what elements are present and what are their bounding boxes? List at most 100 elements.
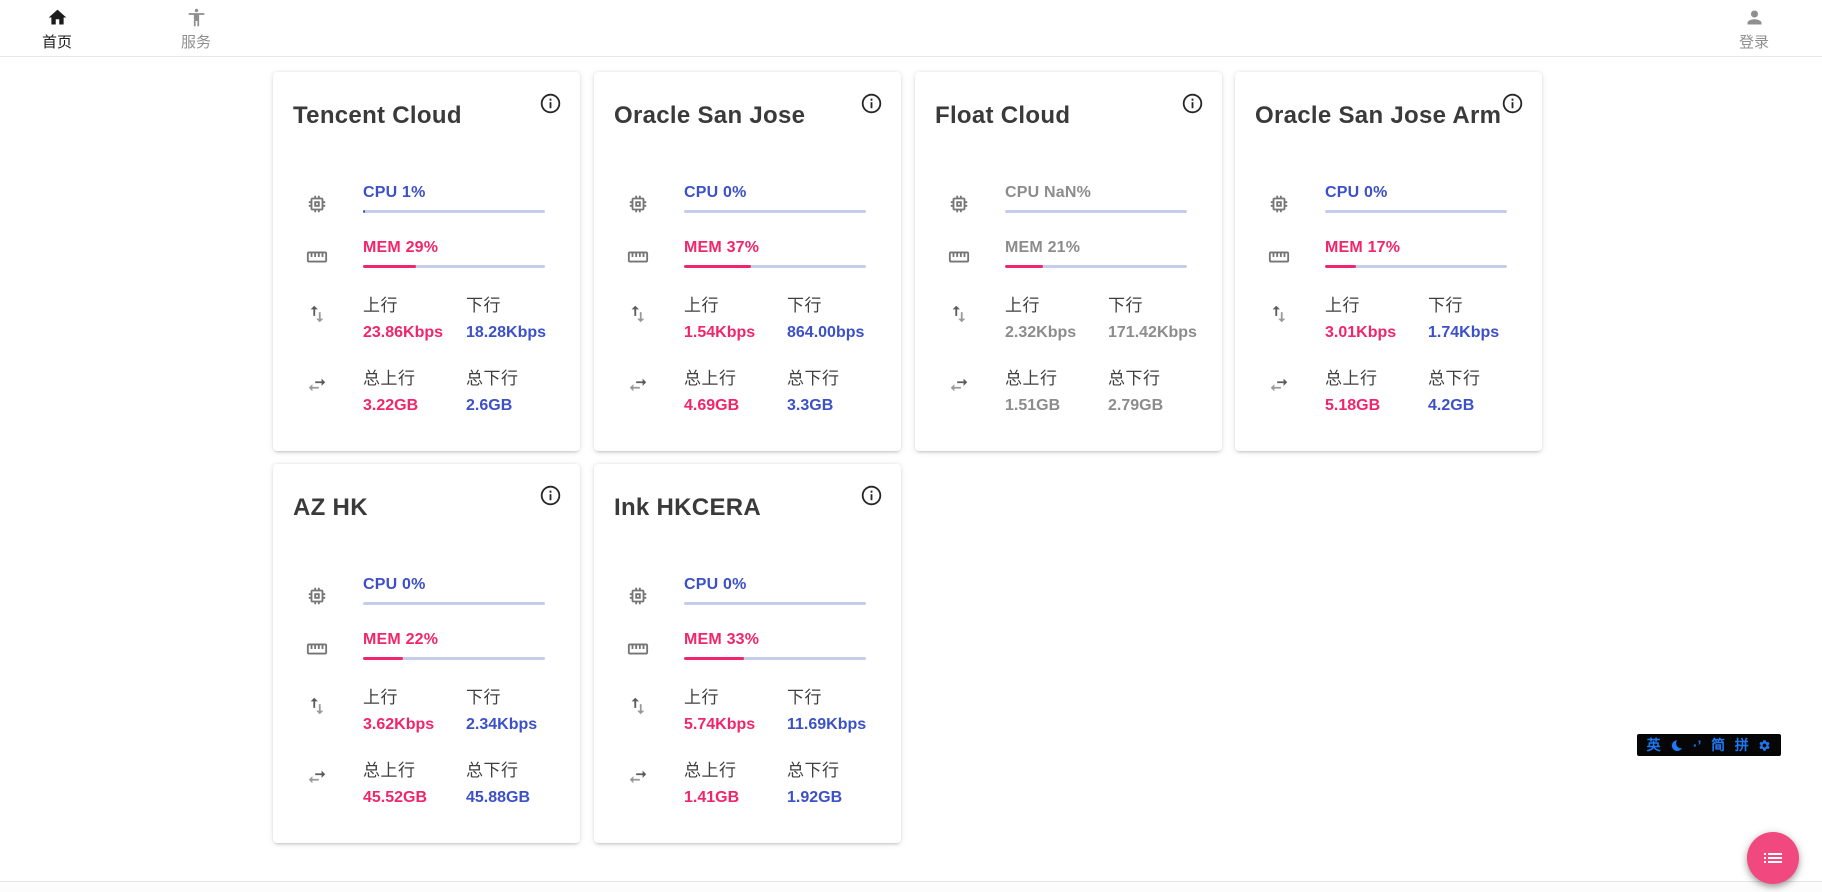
upload-label: 上行: [1005, 296, 1040, 315]
footer-divider: [0, 881, 1822, 882]
total-download: 45.88GB: [466, 789, 531, 806]
mem-progress-bar: [1005, 265, 1187, 268]
upload-speed: 5.74Kbps: [684, 716, 756, 733]
mem-progress-fill: [684, 265, 752, 268]
info-icon-button[interactable]: [539, 484, 562, 507]
mem-usage-label: MEM 17%: [1325, 239, 1401, 256]
swap-arrows-icon: [306, 766, 328, 788]
server-name: Oracle San Jose Arm: [1255, 102, 1502, 129]
person-icon: [1744, 7, 1765, 28]
moon-icon[interactable]: [1670, 738, 1683, 752]
info-icon: [860, 92, 883, 115]
total-upload: 3.22GB: [363, 397, 419, 414]
mem-usage-label: MEM 22%: [363, 631, 439, 648]
cpu-progress-bar: [363, 602, 545, 605]
total-download: 4.2GB: [1428, 397, 1475, 414]
server-card-tencent-cloud: Tencent Cloud CPU 1% MEM 29% 上行 23.86Kbps…: [273, 72, 580, 451]
mem-progress-bar: [363, 265, 545, 268]
total-upload-label: 总上行: [684, 761, 737, 780]
ime-status-bar: 英 ·’ 简 拼: [1637, 734, 1781, 756]
server-name: Oracle San Jose: [614, 102, 806, 129]
server-card-float-cloud: Float Cloud CPU NaN% MEM 21% 上行 2.32Kbps …: [915, 72, 1222, 451]
total-upload-label: 总上行: [684, 369, 737, 388]
mem-meter: MEM 17%: [1325, 239, 1507, 268]
cpu-usage-label: CPU 0%: [363, 576, 426, 593]
mem-progress-bar: [363, 657, 545, 660]
server-card-az-hk: AZ HK CPU 0% MEM 22% 上行 3.62Kbps 下行 2.34Kb…: [273, 464, 580, 843]
info-icon-button[interactable]: [1181, 92, 1204, 115]
info-icon-button[interactable]: [1501, 92, 1524, 115]
upload-speed: 3.62Kbps: [363, 716, 435, 733]
total-download-label: 总下行: [466, 761, 519, 780]
swap-arrows-icon: [948, 374, 970, 396]
cpu-meter: CPU 1%: [363, 184, 545, 213]
mem-meter: MEM 29%: [363, 239, 545, 268]
memory-ruler-icon: [1268, 246, 1290, 268]
server-card-ink-hkcera: Ink HKCERA CPU 0% MEM 33% 上行 5.74Kbps 下行 1…: [594, 464, 901, 843]
mem-progress-fill: [1325, 265, 1356, 268]
download-speed: 1.74Kbps: [1428, 324, 1500, 341]
cpu-progress-fill: [363, 210, 365, 213]
mem-progress-fill: [1005, 265, 1044, 268]
nav-login-label: 登录: [1738, 34, 1769, 51]
memory-ruler-icon: [306, 638, 328, 660]
info-icon-button[interactable]: [539, 92, 562, 115]
gear-icon[interactable]: [1758, 738, 1771, 752]
download-label: 下行: [1108, 296, 1143, 315]
info-icon: [539, 92, 562, 115]
ime-simplified-toggle[interactable]: 简: [1711, 737, 1726, 753]
total-download-label: 总下行: [787, 761, 840, 780]
total-download-label: 总下行: [1428, 369, 1481, 388]
cpu-progress-bar: [363, 210, 545, 213]
total-download-label: 总下行: [466, 369, 519, 388]
swap-arrows-icon: [627, 766, 649, 788]
cpu-chip-icon: [627, 193, 649, 215]
server-list-fab[interactable]: [1747, 832, 1799, 884]
info-icon: [860, 484, 883, 507]
mem-meter: MEM 22%: [363, 631, 545, 660]
up-down-arrows-icon: [948, 303, 970, 325]
info-icon-button[interactable]: [860, 484, 883, 507]
total-upload: 5.18GB: [1325, 397, 1381, 414]
download-label: 下行: [1428, 296, 1463, 315]
total-upload-label: 总上行: [363, 761, 416, 780]
download-label: 下行: [466, 296, 501, 315]
mem-meter: MEM 33%: [684, 631, 866, 660]
cpu-usage-label: CPU 0%: [1325, 184, 1388, 201]
download-speed: 18.28Kbps: [466, 324, 547, 341]
server-name: Ink HKCERA: [614, 494, 762, 521]
ime-punctuation-toggle[interactable]: ·’: [1692, 737, 1702, 753]
download-speed: 11.69Kbps: [787, 716, 867, 733]
mem-usage-label: MEM 37%: [684, 239, 760, 256]
accessibility-icon: [186, 7, 207, 28]
info-icon-button[interactable]: [860, 92, 883, 115]
cpu-meter: CPU 0%: [1325, 184, 1507, 213]
nav-tab-services[interactable]: 服务: [158, 7, 234, 52]
upload-label: 上行: [684, 296, 719, 315]
memory-ruler-icon: [627, 638, 649, 660]
download-speed: 171.42Kbps: [1108, 324, 1197, 341]
mem-usage-label: MEM 29%: [363, 239, 439, 256]
nav-tab-home[interactable]: 首页: [19, 7, 95, 52]
mem-progress-fill: [684, 657, 745, 660]
cpu-progress-bar: [684, 210, 866, 213]
server-name: Float Cloud: [935, 102, 1071, 129]
cpu-chip-icon: [948, 193, 970, 215]
ime-english-toggle[interactable]: 英: [1646, 737, 1661, 753]
upload-speed: 1.54Kbps: [684, 324, 756, 341]
upload-speed: 3.01Kbps: [1325, 324, 1397, 341]
upload-speed: 2.32Kbps: [1005, 324, 1077, 341]
total-download: 3.3GB: [787, 397, 834, 414]
total-download: 2.79GB: [1108, 397, 1164, 414]
cpu-chip-icon: [306, 585, 328, 607]
download-label: 下行: [787, 296, 822, 315]
cpu-chip-icon: [1268, 193, 1290, 215]
nav-login-button[interactable]: 登录: [1716, 7, 1792, 52]
up-down-arrows-icon: [306, 695, 328, 717]
ime-pinyin-toggle[interactable]: 拼: [1734, 737, 1749, 753]
total-upload-label: 总上行: [1325, 369, 1378, 388]
cpu-meter: CPU 0%: [684, 184, 866, 213]
upload-label: 上行: [684, 688, 719, 707]
total-upload-label: 总上行: [1005, 369, 1058, 388]
